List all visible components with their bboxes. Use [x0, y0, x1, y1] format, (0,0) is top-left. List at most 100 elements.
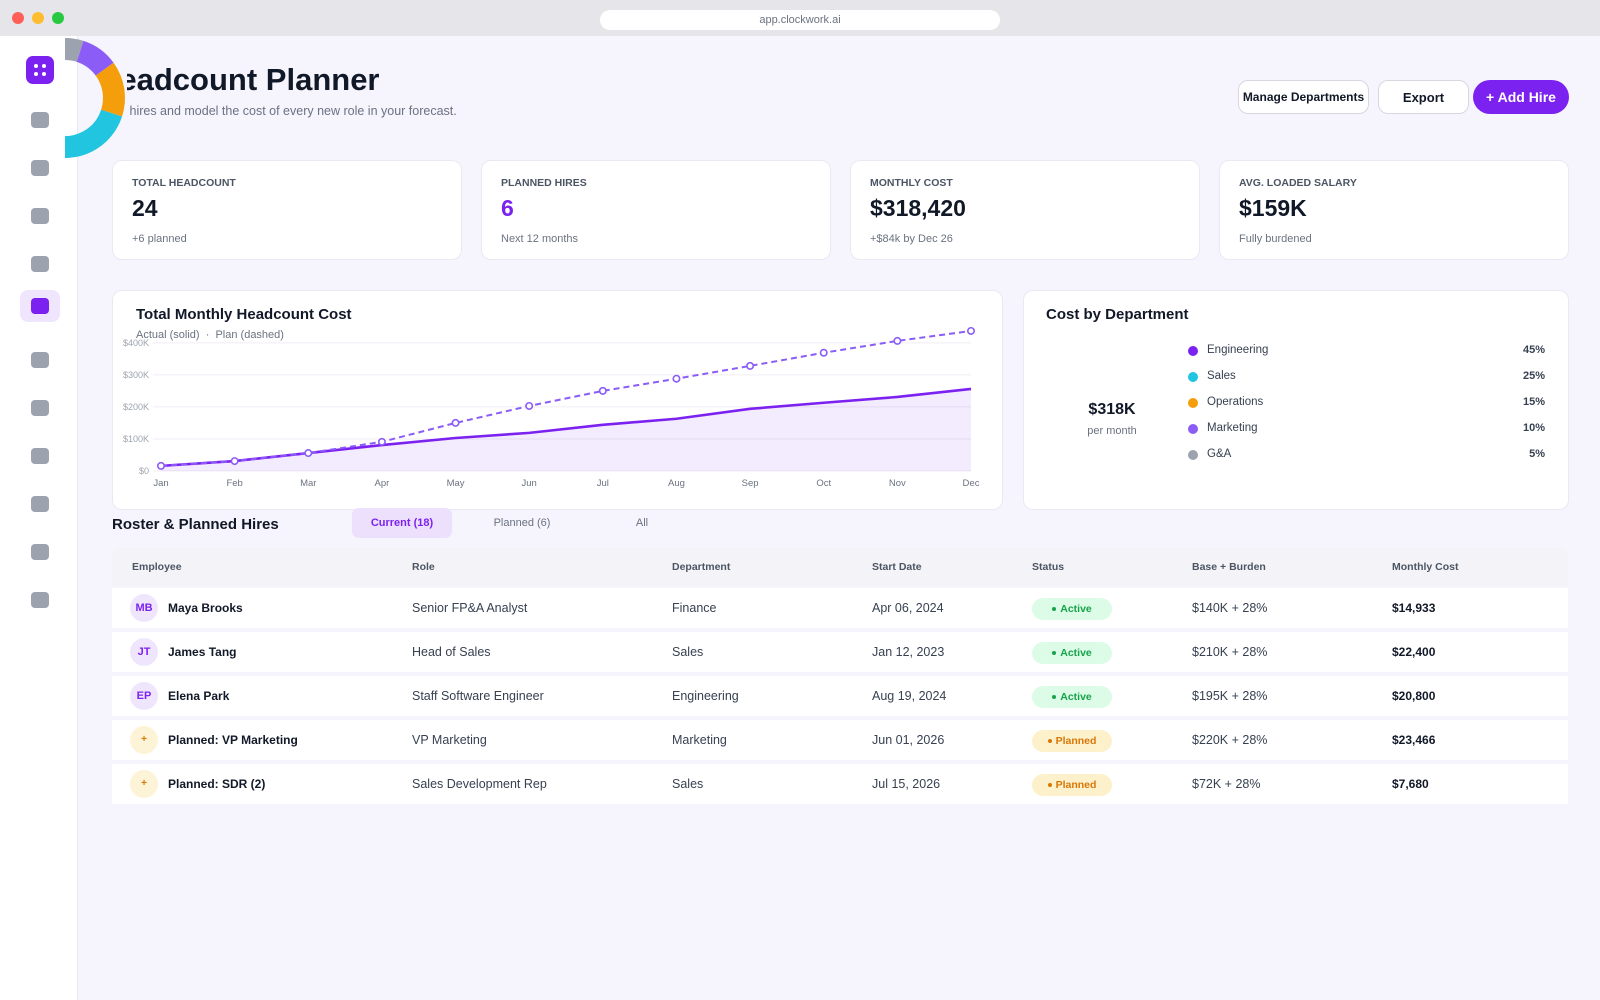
dashed-line [160, 329, 972, 467]
legend-label: Sales [1207, 370, 1236, 382]
legend-value: 25% [1522, 370, 1545, 382]
column-header: Base + Burden [1192, 561, 1266, 573]
status-text: Active [1060, 603, 1092, 615]
tab[interactable]: Current (18) [352, 508, 452, 538]
page-title: Headcount Planner [97, 62, 380, 97]
minimize-dot[interactable] [32, 12, 44, 24]
cell-role: Sales Development Rep [412, 777, 547, 791]
table-row[interactable]: + Planned: SDR (2) Sales Development Rep Sa… [112, 764, 1568, 804]
avatar: JT [130, 638, 158, 666]
cell-base: $72K + 28% [1192, 777, 1261, 791]
point [525, 401, 534, 410]
legend-dot [1188, 398, 1198, 408]
zoom-dot[interactable] [52, 12, 64, 24]
point [230, 457, 239, 466]
export-button[interactable]: Export [1378, 80, 1469, 114]
cell-name: James Tang [168, 645, 237, 659]
manage-departments-button[interactable]: Manage Departments [1238, 80, 1369, 114]
line-chart: $0 $100K $200K $300K $400K Jan Feb Mar Apr May Jun… [123, 326, 980, 489]
cell-base: $220K + 28% [1192, 733, 1268, 747]
donut-segment [65, 109, 123, 158]
x-tick-label: Mar [300, 478, 316, 489]
tab[interactable]: All [635, 517, 649, 529]
nav-icon[interactable] [31, 592, 49, 608]
x-tick-label: Jun [522, 478, 537, 489]
donut-chart [65, 38, 127, 162]
x-tick-label: Apr [375, 478, 390, 489]
table-row[interactable]: MB Maya Brooks Senior FP&A Analyst Finance A… [112, 588, 1568, 628]
logo[interactable] [26, 56, 54, 84]
column-header: Employee [132, 561, 182, 573]
nav-icon[interactable] [31, 448, 49, 464]
line-chart-card: Total Monthly Headcount Cost Actual (sol… [112, 290, 1003, 510]
cell-department: Sales [672, 777, 704, 791]
table-row[interactable]: EP Elena Park Staff Software Engineer Engin… [112, 676, 1568, 716]
status-dot [1052, 695, 1057, 699]
kpi-label: PLANNED HIRES [501, 177, 587, 189]
kpi-label: AVG. LOADED SALARY [1239, 177, 1357, 189]
cell-cost: $20,800 [1392, 689, 1436, 703]
legend-value: 15% [1522, 396, 1545, 408]
x-tick-label: Oct [816, 478, 831, 489]
nav-icon[interactable] [31, 496, 49, 512]
add-hire-button[interactable]: + Add Hire [1473, 80, 1569, 114]
x-tick-label: Dec [963, 478, 980, 489]
legend-label: Marketing [1207, 422, 1258, 434]
address-bar[interactable]: app.clockwork.ai [600, 10, 1000, 30]
column-header: Department [672, 561, 731, 573]
nav-icon[interactable] [31, 160, 49, 176]
nav-icon[interactable] [31, 352, 49, 368]
nav-icon[interactable] [31, 208, 49, 224]
cell-start: Apr 06, 2024 [872, 601, 944, 615]
kpi-value: $159K [1239, 195, 1307, 221]
sidebar [0, 36, 78, 1000]
close-dot[interactable] [12, 12, 24, 24]
status-badge: Active [1032, 642, 1112, 664]
column-header: Start Date [872, 561, 922, 573]
cell-base: $195K + 28% [1192, 689, 1268, 703]
table-row[interactable]: JT James Tang Head of Sales Sales Jan 12, 20… [112, 632, 1568, 672]
cell-cost: $23,466 [1392, 733, 1436, 747]
kpi-card: MONTHLY COST $318,420 +$84k by Dec 26 [850, 160, 1200, 260]
point [304, 449, 313, 458]
nav-icon[interactable] [31, 544, 49, 560]
status-text: Active [1060, 647, 1092, 659]
tab[interactable]: Planned (6) [493, 517, 551, 529]
cell-role: Senior FP&A Analyst [412, 601, 528, 615]
table-row[interactable]: + Planned: VP Marketing VP Marketing Market… [112, 720, 1568, 760]
point [893, 336, 902, 345]
kpi-note: +6 planned [132, 233, 187, 245]
kpi-value: $318,420 [870, 195, 966, 221]
nav-icon[interactable] [31, 298, 49, 314]
center-label: per month [1087, 425, 1137, 437]
y-tick-label: $100K [123, 434, 149, 444]
page-subtitle: Plan hires and model the cost of every n… [101, 104, 457, 118]
cell-name: Elena Park [168, 689, 230, 703]
point [377, 437, 386, 446]
kpi-value: 24 [132, 195, 158, 221]
kpi-value: 6 [501, 195, 514, 221]
donut-segment [65, 38, 84, 62]
cell-name: Maya Brooks [168, 601, 243, 615]
x-tick-label: May [447, 478, 465, 489]
nav-icon[interactable] [31, 256, 49, 272]
cell-base: $210K + 28% [1192, 645, 1268, 659]
x-tick-label: Sep [742, 478, 759, 489]
nav-icon[interactable] [31, 400, 49, 416]
status-badge: Planned [1032, 774, 1112, 796]
status-dot [1047, 739, 1052, 743]
avatar: + [130, 726, 158, 754]
table-header: Employee Role Department Start Date Status Ba… [112, 548, 1568, 586]
status-badge: Active [1032, 686, 1112, 708]
point [672, 374, 681, 383]
cell-role: VP Marketing [412, 733, 487, 747]
legend-label: Engineering [1207, 344, 1269, 356]
x-tick-label: Jan [153, 478, 168, 489]
column-header: Role [412, 561, 435, 573]
avatar: MB [130, 594, 158, 622]
nav-icon[interactable] [31, 112, 49, 128]
cell-role: Head of Sales [412, 645, 491, 659]
point [746, 361, 755, 370]
status-text: Planned [1055, 735, 1097, 747]
